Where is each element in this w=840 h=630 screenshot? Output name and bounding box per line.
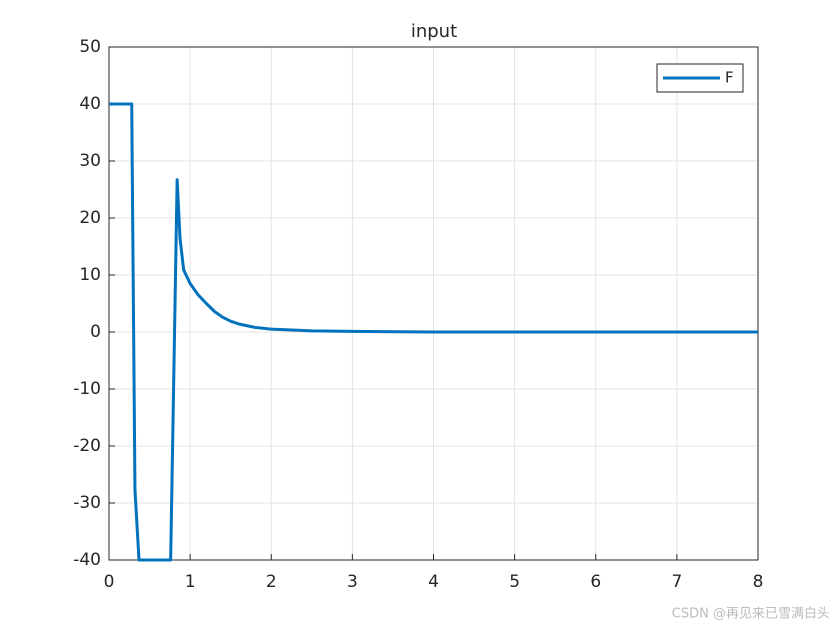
watermark: CSDN @再见来已雪满白头	[672, 606, 830, 622]
data-line	[109, 102, 758, 562]
y-tick-label: -10	[73, 379, 101, 399]
y-tick-label: 20	[79, 208, 101, 228]
chart-title: input	[411, 21, 457, 42]
y-tick-label: -30	[73, 493, 101, 513]
legend-label: F	[725, 69, 734, 87]
y-tick-label: 30	[79, 151, 101, 171]
x-tick-label: 5	[509, 572, 520, 592]
y-tick-label: 50	[79, 37, 101, 57]
plot-frame	[108, 46, 759, 561]
y-tick-label: 40	[79, 94, 101, 114]
x-tick-label: 3	[347, 572, 358, 592]
y-tick-label: 10	[79, 265, 101, 285]
x-tick-label: 6	[590, 572, 601, 592]
y-tick-label: 0	[90, 322, 101, 342]
x-tick-label: 4	[428, 572, 439, 592]
x-tick-label: 0	[104, 572, 115, 592]
x-tick-label: 1	[185, 572, 196, 592]
x-tick-label: 2	[266, 572, 277, 592]
x-tick-label: 8	[753, 572, 764, 592]
y-tick-label: -20	[73, 436, 101, 456]
x-tick-label: 7	[671, 572, 682, 592]
y-tick-label: -40	[73, 550, 101, 570]
